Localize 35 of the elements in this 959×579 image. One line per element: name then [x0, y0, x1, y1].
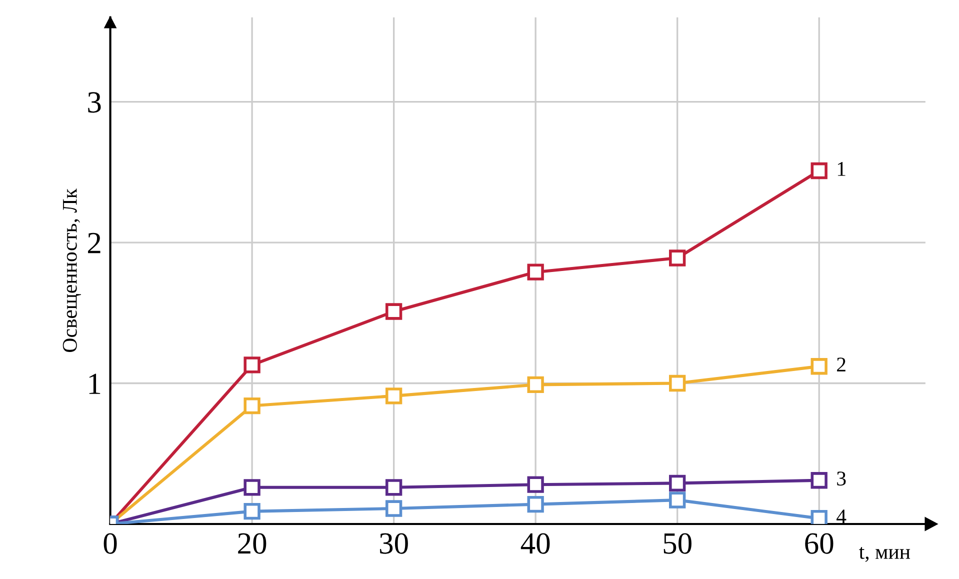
x-tick-label: 30: [380, 533, 408, 554]
point: [244, 502, 260, 520]
point: [810, 358, 828, 375]
point: [527, 376, 544, 394]
point: [810, 162, 828, 180]
point: [669, 250, 686, 266]
point: [244, 356, 260, 374]
point: [527, 476, 544, 493]
y-axis-title: Освещенность, Лк: [62, 188, 82, 352]
point: [385, 479, 402, 496]
point: [810, 472, 828, 489]
point: [669, 474, 686, 492]
x-tick-label: 20: [238, 533, 266, 554]
series-label: 1: [838, 162, 846, 176]
y-tick-label: 3: [88, 92, 101, 113]
x-tick-label: 0: [104, 533, 117, 554]
x-axis-title: t, мин: [859, 546, 910, 562]
y-tick-label: 2: [88, 232, 100, 254]
y-tick-label: 1: [89, 374, 100, 394]
point: [244, 397, 260, 414]
point: [810, 510, 828, 524]
point: [527, 264, 544, 280]
point: [669, 374, 686, 392]
point: [385, 500, 402, 517]
point: [669, 492, 686, 508]
series-label: 4: [836, 510, 846, 524]
x-tick-label: 40: [520, 533, 550, 554]
series-label: 3: [837, 472, 846, 486]
point: [385, 303, 402, 320]
point: [244, 479, 260, 496]
x-tick-label: 50: [664, 533, 692, 554]
point: [385, 388, 402, 404]
point: [527, 496, 544, 513]
x-tick-label: 60: [805, 533, 834, 554]
series-label: 2: [837, 358, 846, 372]
